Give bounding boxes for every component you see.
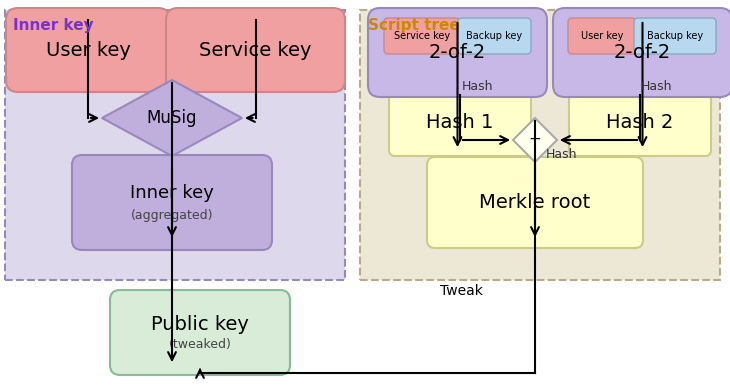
FancyBboxPatch shape xyxy=(72,155,272,250)
Bar xyxy=(360,10,720,280)
Text: Hash 2: Hash 2 xyxy=(607,113,674,132)
FancyBboxPatch shape xyxy=(166,8,345,92)
FancyBboxPatch shape xyxy=(634,18,716,54)
Text: Service key: Service key xyxy=(394,31,450,41)
Text: 2-of-2: 2-of-2 xyxy=(614,43,671,62)
Text: Hash: Hash xyxy=(641,80,672,94)
Text: Script tree: Script tree xyxy=(368,18,460,33)
Polygon shape xyxy=(513,118,557,162)
Text: Inner key: Inner key xyxy=(13,18,93,33)
Text: Backup key: Backup key xyxy=(466,31,523,41)
Text: Public key: Public key xyxy=(151,315,249,334)
Text: User key: User key xyxy=(45,41,131,60)
FancyBboxPatch shape xyxy=(569,89,711,156)
FancyBboxPatch shape xyxy=(6,8,170,92)
Bar xyxy=(5,10,345,280)
Text: (aggregated): (aggregated) xyxy=(131,209,213,223)
Text: MuSig: MuSig xyxy=(147,109,197,127)
FancyBboxPatch shape xyxy=(110,290,290,375)
Text: 2-of-2: 2-of-2 xyxy=(429,43,486,62)
Text: Merkle root: Merkle root xyxy=(480,193,591,212)
Text: Hash: Hash xyxy=(462,80,493,94)
Polygon shape xyxy=(102,80,242,156)
FancyBboxPatch shape xyxy=(384,18,460,54)
FancyBboxPatch shape xyxy=(368,8,547,97)
Text: (tweaked): (tweaked) xyxy=(169,338,231,351)
Text: Tweak: Tweak xyxy=(440,284,483,298)
Text: Hash 1: Hash 1 xyxy=(426,113,493,132)
Text: Service key: Service key xyxy=(199,41,312,60)
Text: Backup key: Backup key xyxy=(647,31,703,41)
Text: User key: User key xyxy=(581,31,623,41)
Text: +: + xyxy=(529,133,542,147)
Text: Hash: Hash xyxy=(546,149,577,161)
FancyBboxPatch shape xyxy=(553,8,730,97)
FancyBboxPatch shape xyxy=(389,89,531,156)
FancyBboxPatch shape xyxy=(458,18,531,54)
FancyBboxPatch shape xyxy=(427,157,643,248)
FancyBboxPatch shape xyxy=(568,18,636,54)
Text: Inner key: Inner key xyxy=(130,184,214,202)
